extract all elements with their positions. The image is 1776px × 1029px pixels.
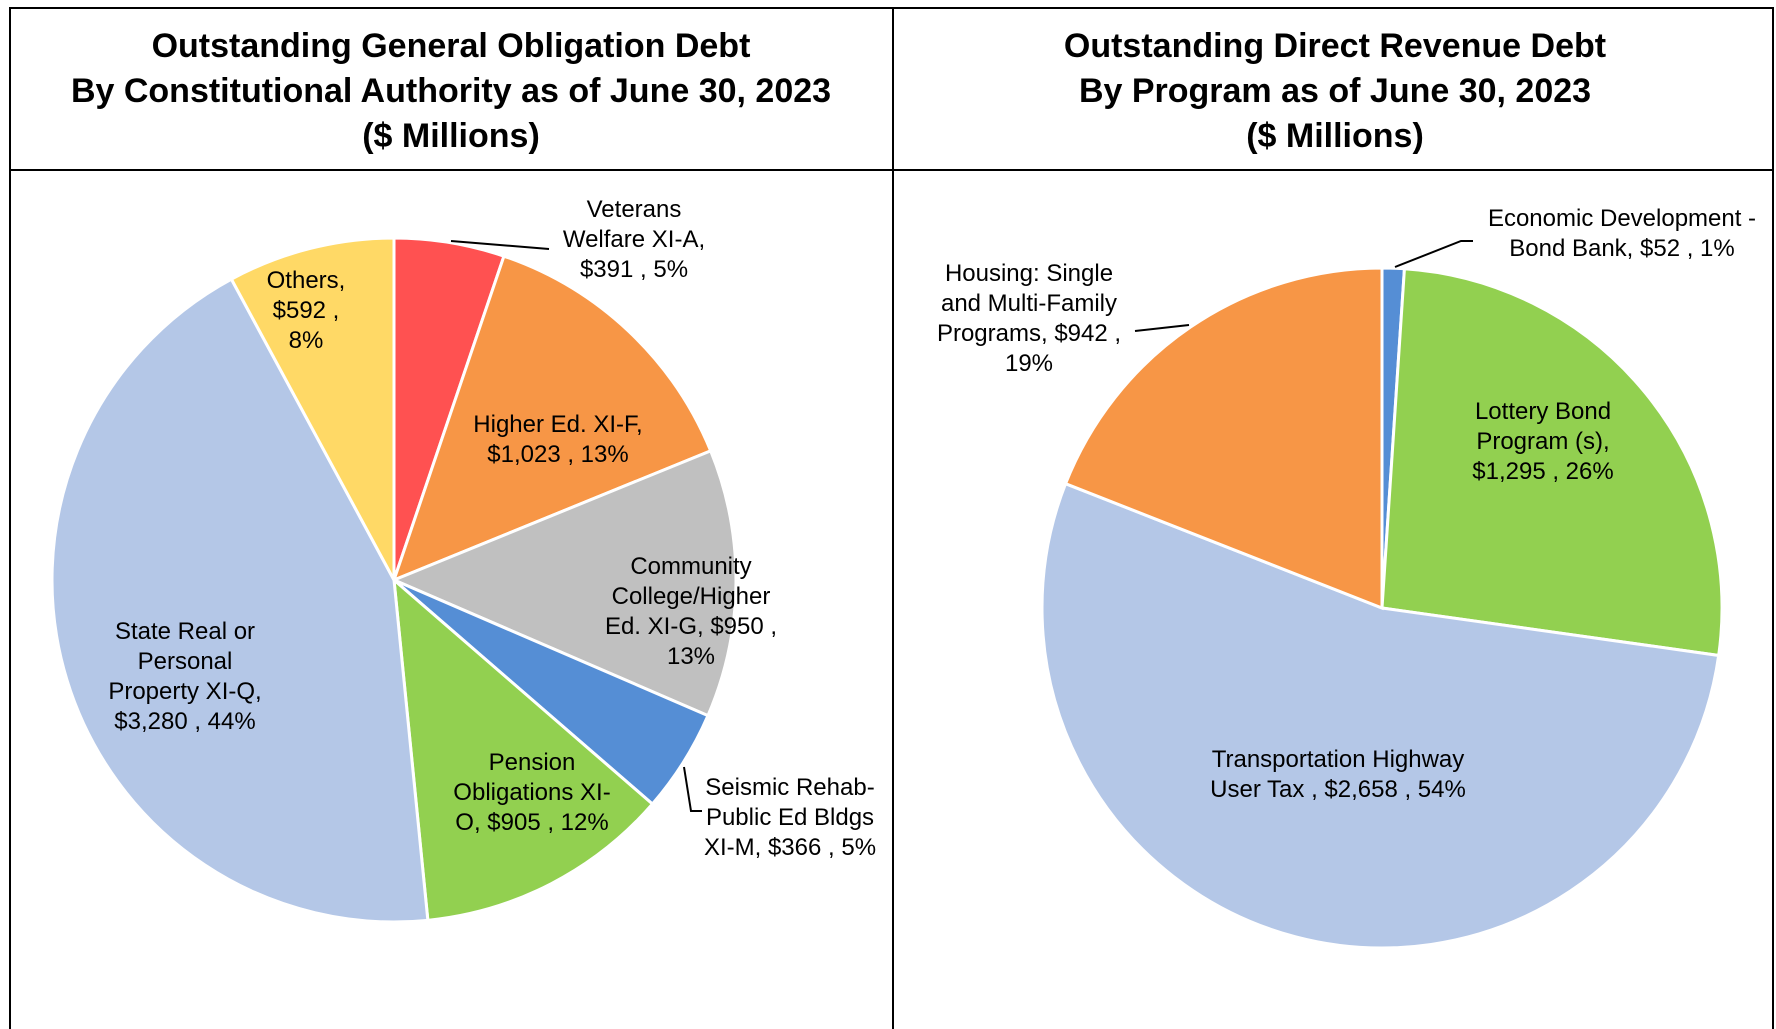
pie-slice (391, 254, 713, 583)
slice-label: Others, $592 , 8% (266, 267, 346, 354)
slice-label: Seismic Rehab- Public Ed Bldgs XI-M, $36… (703, 774, 877, 861)
leader-line (1394, 240, 1473, 268)
leader-line (1134, 324, 1190, 332)
title-line: Outstanding Direct Revenue Debt (1063, 27, 1607, 65)
title-line: Outstanding General Obligation Debt (151, 27, 751, 65)
slice-label: Pension Obligations XI-O, $905 , 12% (453, 749, 611, 836)
leader-line (683, 766, 702, 812)
chart-title: Outstanding General Obligation Debt By Co… (11, 24, 891, 159)
slice-label: State Real or Personal Property XI-Q, $3… (108, 618, 262, 735)
title-line: ($ Millions) (1246, 117, 1424, 155)
title-line: By Program as of June 30, 2023 (1078, 72, 1592, 110)
leader-line (450, 240, 550, 250)
pie-slice (229, 236, 396, 581)
pie-slice (1063, 266, 1384, 611)
pie-slice (1040, 481, 1721, 950)
slice-label: Transportation Highway User Tax , $2,658… (1210, 746, 1466, 803)
slice-label: Housing: Single and Multi-Family Program… (936, 260, 1122, 377)
pie-slice (1380, 267, 1724, 658)
title-line: By Constitutional Authority as of June 3… (70, 72, 832, 110)
slice-label: Community College/Higher Ed. XI-G, $950 … (604, 553, 778, 670)
pie-slice (390, 448, 738, 718)
slice-label: Veterans Welfare XI-A, $391 , 5% (562, 196, 706, 283)
slice-label: Higher Ed. XI-F, $1,023 , 13% (473, 411, 643, 468)
slice-label: Economic Development - Bond Bank, $52 , … (1487, 205, 1757, 262)
title-line: ($ Millions) (362, 117, 540, 155)
pie-slice (50, 277, 430, 924)
slice-label: Lottery Bond Program (s), $1,295 , 26% (1472, 398, 1614, 485)
pie-slice (392, 576, 655, 922)
frame (9, 7, 1774, 1029)
chart-title: Outstanding Direct Revenue Debt By Progra… (895, 24, 1775, 159)
